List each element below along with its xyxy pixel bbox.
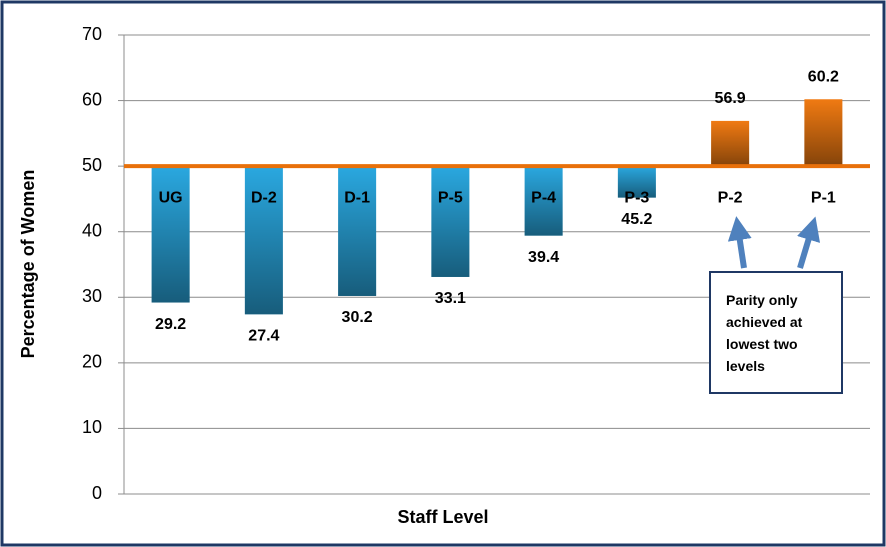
y-tick-label: 20	[82, 352, 102, 372]
value-label: 45.2	[621, 211, 652, 228]
bar-shade	[431, 166, 470, 277]
bar-shade	[524, 166, 563, 236]
x-tick-label: D-1	[344, 189, 370, 206]
value-label: 29.2	[155, 316, 186, 333]
x-tick-label: P-4	[531, 189, 556, 206]
y-tick-label: 10	[82, 417, 102, 437]
annotation-container: Parity only achieved at lowest two level…	[726, 291, 803, 374]
x-tick-label: P-5	[438, 189, 463, 206]
annotation: Parity only achieved at lowest two level…	[726, 291, 803, 374]
value-label: 33.1	[435, 290, 466, 307]
x-tick-label: D-2	[251, 189, 277, 206]
arrow	[727, 216, 752, 269]
annotation-box	[709, 271, 843, 394]
bar-shade	[151, 166, 190, 303]
y-tick-label: 0	[92, 483, 102, 503]
bar-shade	[244, 166, 283, 315]
y-tick-label: 50	[82, 155, 102, 175]
y-tick-label: 60	[82, 89, 102, 109]
value-label: 27.4	[248, 328, 279, 345]
x-tick-label: P-3	[624, 189, 649, 206]
bar-shade	[804, 99, 843, 167]
bar-shade	[617, 166, 656, 198]
y-tick-label: 30	[82, 286, 102, 306]
bar-shade	[338, 166, 377, 296]
y-tick-label: 70	[82, 24, 102, 44]
x-tick-label: UG	[159, 189, 183, 206]
x-tick-label: P-1	[811, 189, 836, 206]
value-label: 60.2	[808, 68, 839, 85]
y-axis-title: Percentage of Women	[18, 170, 38, 359]
value-label: 30.2	[342, 309, 373, 326]
x-tick-label: P-2	[718, 189, 743, 206]
value-label: 39.4	[528, 249, 559, 266]
arrow	[797, 216, 821, 269]
value-label: 56.9	[715, 90, 746, 107]
y-tick-label: 40	[82, 220, 102, 240]
bar-shade	[711, 120, 750, 167]
x-axis-title: Staff Level	[397, 507, 488, 527]
